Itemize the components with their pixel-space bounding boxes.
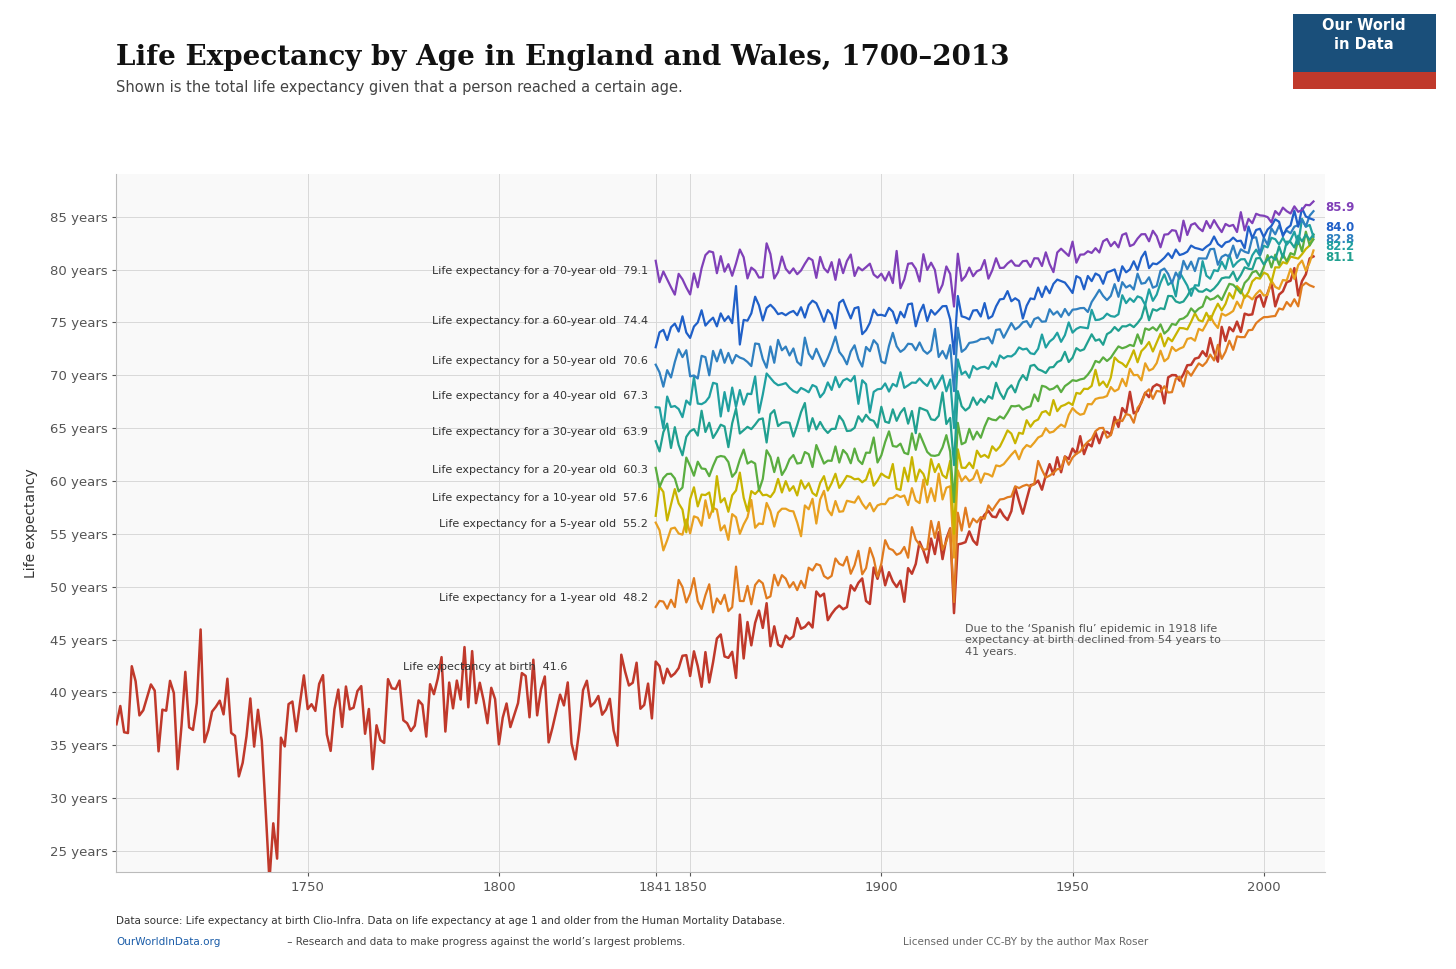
- Text: 81.1: 81.1: [1325, 251, 1354, 265]
- Text: 82.2: 82.2: [1325, 239, 1354, 253]
- Text: 84.0: 84.0: [1325, 221, 1354, 234]
- Text: Shown is the total life expectancy given that a person reached a certain age.: Shown is the total life expectancy given…: [116, 80, 683, 95]
- Text: Our World
in Data: Our World in Data: [1322, 18, 1406, 52]
- Text: Life expectancy for a 60-year old  74.4: Life expectancy for a 60-year old 74.4: [432, 316, 648, 326]
- Text: Life expectancy for a 50-year old  70.6: Life expectancy for a 50-year old 70.6: [432, 356, 648, 365]
- Text: Life Expectancy by Age in England and Wales, 1700–2013: Life Expectancy by Age in England and Wa…: [116, 44, 1010, 71]
- Text: Life expectancy for a 70-year old  79.1: Life expectancy for a 70-year old 79.1: [432, 266, 648, 276]
- Text: Life expectancy for a 1-year old  48.2: Life expectancy for a 1-year old 48.2: [438, 592, 648, 603]
- Text: Life expectancy for a 10-year old  57.6: Life expectancy for a 10-year old 57.6: [432, 493, 648, 503]
- Text: 85.9: 85.9: [1325, 201, 1354, 214]
- Text: Data source: Life expectancy at birth Clio-Infra. Data on life expectancy at age: Data source: Life expectancy at birth Cl…: [116, 916, 786, 925]
- Text: 82.8: 82.8: [1325, 234, 1354, 246]
- Y-axis label: Life expectancy: Life expectancy: [25, 468, 38, 578]
- Text: OurWorldInData.org: OurWorldInData.org: [116, 937, 221, 947]
- Text: Due to the ‘Spanish flu’ epidemic in 1918 life
expectancy at birth declined from: Due to the ‘Spanish flu’ epidemic in 191…: [965, 624, 1222, 657]
- Text: Life expectancy for a 40-year old  67.3: Life expectancy for a 40-year old 67.3: [432, 391, 648, 400]
- Text: Life expectancy for a 30-year old  63.9: Life expectancy for a 30-year old 63.9: [432, 426, 648, 437]
- Text: Life expectancy at birth  41.6: Life expectancy at birth 41.6: [403, 662, 568, 672]
- Text: – Research and data to make progress against the world’s largest problems.: – Research and data to make progress aga…: [284, 937, 686, 947]
- Text: Life expectancy for a 5-year old  55.2: Life expectancy for a 5-year old 55.2: [440, 518, 648, 528]
- Text: Life expectancy for a 20-year old  60.3: Life expectancy for a 20-year old 60.3: [432, 464, 648, 475]
- Text: Licensed under CC-BY by the author Max Roser: Licensed under CC-BY by the author Max R…: [903, 937, 1147, 947]
